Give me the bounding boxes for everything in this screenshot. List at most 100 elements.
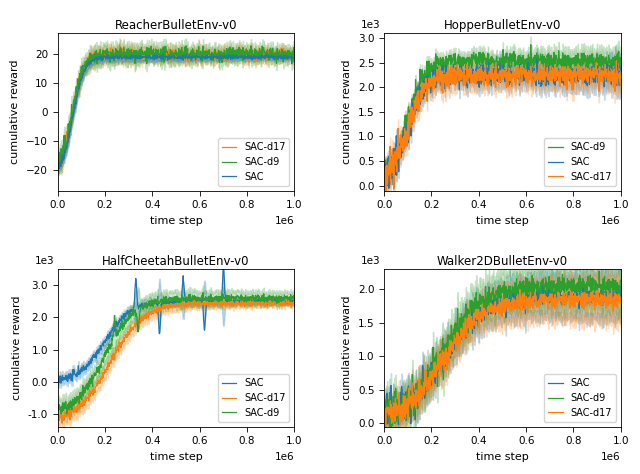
SAC	[533, 56, 541, 62]
SAC	[159, 51, 167, 57]
SAC	[524, 60, 532, 65]
SAC	[68, 116, 76, 121]
SAC-d9	[191, 294, 199, 300]
SAC	[220, 263, 227, 269]
Legend: SAC-d17, SAC-d9, SAC: SAC-d17, SAC-d9, SAC	[218, 138, 289, 186]
SAC	[531, 293, 539, 299]
Text: 1e3: 1e3	[35, 256, 54, 266]
Text: 1e6: 1e6	[275, 452, 294, 462]
SAC	[561, 69, 568, 74]
SAC-d17	[395, 390, 403, 396]
Title: ReacherBulletEnv-v0: ReacherBulletEnv-v0	[115, 19, 237, 32]
SAC-d9	[584, 283, 592, 288]
SAC-d17	[258, 301, 266, 306]
SAC	[192, 57, 200, 63]
SAC-d9	[291, 54, 298, 59]
SAC-d17	[54, 416, 61, 421]
SAC-d9	[524, 283, 532, 289]
SAC-d17	[380, 179, 388, 185]
SAC-d9	[382, 179, 390, 185]
SAC-d9	[234, 293, 241, 299]
SAC	[617, 284, 625, 290]
SAC	[518, 78, 525, 84]
SAC-d17	[191, 301, 199, 307]
SAC-d9	[595, 268, 603, 274]
Y-axis label: cumulative reward: cumulative reward	[12, 296, 22, 400]
SAC-d17	[382, 428, 390, 434]
SAC	[54, 375, 61, 381]
Text: 1e3: 1e3	[361, 20, 381, 30]
X-axis label: time step: time step	[150, 452, 202, 462]
SAC-d17	[291, 302, 298, 308]
Title: Walker2DBulletEnv-v0: Walker2DBulletEnv-v0	[437, 255, 568, 268]
SAC-d9	[199, 290, 207, 295]
SAC	[585, 69, 593, 74]
SAC-d17	[524, 70, 532, 76]
SAC-d17	[116, 42, 124, 48]
SAC	[387, 428, 394, 434]
SAC	[395, 147, 403, 153]
Line: SAC: SAC	[58, 266, 294, 383]
SAC-d17	[58, 164, 65, 170]
Y-axis label: cumulative reward: cumulative reward	[342, 60, 352, 164]
Line: SAC-d17: SAC-d17	[384, 61, 621, 199]
SAC	[234, 55, 241, 60]
SAC-d9	[387, 437, 395, 442]
SAC	[191, 300, 199, 305]
SAC-d9	[395, 414, 403, 419]
SAC-d17	[584, 74, 592, 80]
Text: 1e6: 1e6	[275, 216, 294, 226]
Text: 1e6: 1e6	[601, 216, 621, 226]
SAC-d9	[518, 287, 525, 293]
SAC-d17	[531, 78, 539, 84]
SAC	[579, 281, 587, 286]
SAC-d9	[198, 298, 205, 303]
SAC	[234, 299, 241, 304]
SAC-d9	[527, 42, 534, 47]
SAC-d9	[524, 59, 532, 65]
SAC-d17	[54, 161, 61, 166]
SAC-d17	[198, 301, 205, 307]
SAC-d17	[205, 52, 212, 58]
SAC-d17	[68, 409, 76, 415]
Legend: SAC, SAC-d17, SAC-d9: SAC, SAC-d17, SAC-d9	[218, 374, 289, 422]
Line: SAC-d9: SAC-d9	[384, 271, 621, 439]
SAC-d9	[380, 411, 388, 417]
SAC-d17	[58, 420, 66, 426]
Line: SAC: SAC	[384, 283, 621, 431]
Line: SAC-d9: SAC-d9	[384, 45, 621, 182]
X-axis label: time step: time step	[150, 216, 202, 226]
SAC-d9	[191, 56, 199, 62]
Y-axis label: cumulative reward: cumulative reward	[10, 60, 20, 164]
SAC-d17	[192, 51, 200, 56]
SAC-d17	[234, 57, 241, 63]
SAC-d17	[205, 299, 212, 305]
Legend: SAC, SAC-d9, SAC-d17: SAC, SAC-d9, SAC-d17	[544, 374, 616, 422]
SAC	[258, 299, 266, 305]
SAC-d17	[525, 296, 532, 302]
Line: SAC-d17: SAC-d17	[58, 300, 294, 423]
SAC-d17	[291, 52, 298, 58]
Text: 1e6: 1e6	[601, 452, 621, 462]
X-axis label: time step: time step	[476, 216, 529, 226]
SAC	[198, 55, 205, 60]
SAC-d9	[198, 57, 205, 63]
SAC-d17	[617, 298, 625, 304]
SAC-d9	[247, 43, 255, 49]
SAC-d17	[532, 302, 540, 308]
SAC-d9	[617, 278, 625, 283]
SAC-d17	[198, 55, 205, 61]
SAC	[205, 55, 212, 60]
SAC	[291, 54, 298, 60]
SAC	[531, 79, 539, 85]
SAC-d9	[561, 53, 568, 59]
SAC	[617, 70, 625, 76]
SAC-d9	[205, 293, 212, 299]
SAC-d9	[54, 164, 61, 170]
Line: SAC-d9: SAC-d9	[58, 46, 294, 167]
SAC-d9	[258, 53, 266, 59]
SAC-d17	[516, 287, 524, 292]
SAC-d9	[54, 405, 61, 411]
SAC-d17	[380, 418, 388, 424]
SAC	[54, 166, 61, 172]
